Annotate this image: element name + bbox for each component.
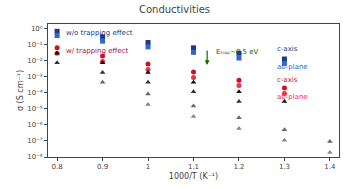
svg-text:1.2: 1.2: [233, 163, 244, 171]
svg-text:10⁻³: 10⁻³: [27, 73, 43, 81]
svg-text:1.4: 1.4: [324, 163, 336, 171]
svg-text:10⁻⁴: 10⁻⁴: [27, 89, 43, 97]
svg-text:10⁻¹: 10⁻¹: [27, 41, 43, 49]
svg-text:Eₜᵣₐₚ~0.5 eV: Eₜᵣₐₚ~0.5 eV: [216, 48, 259, 56]
svg-text:10⁻⁵: 10⁻⁵: [27, 105, 43, 113]
svg-text:10⁻⁶: 10⁻⁶: [27, 121, 43, 129]
svg-text:10⁰: 10⁰: [31, 25, 43, 33]
svg-text:Conductivities: Conductivities: [139, 4, 210, 15]
svg-text:ab-plane: ab-plane: [277, 63, 308, 71]
svg-text:1000/T (K⁻¹): 1000/T (K⁻¹): [169, 172, 218, 181]
svg-text:10⁻⁷: 10⁻⁷: [27, 137, 43, 145]
svg-text:c-axis: c-axis: [277, 45, 298, 53]
svg-text:1: 1: [146, 163, 150, 171]
svg-text:0.9: 0.9: [97, 163, 108, 171]
svg-text:1.1: 1.1: [188, 163, 199, 171]
svg-text:σ (S cm⁻¹): σ (S cm⁻¹): [16, 70, 25, 111]
svg-text:1.3: 1.3: [279, 163, 290, 171]
svg-text:w/ trapping effect: w/ trapping effect: [66, 47, 128, 55]
svg-text:10⁻²: 10⁻²: [27, 57, 43, 65]
svg-text:ab-plane: ab-plane: [277, 93, 308, 101]
svg-text:c-axis: c-axis: [277, 76, 298, 84]
svg-text:0.8: 0.8: [52, 163, 63, 171]
svg-text:10⁻⁸: 10⁻⁸: [27, 153, 43, 161]
svg-text:w/o trapping effect: w/o trapping effect: [66, 29, 133, 37]
